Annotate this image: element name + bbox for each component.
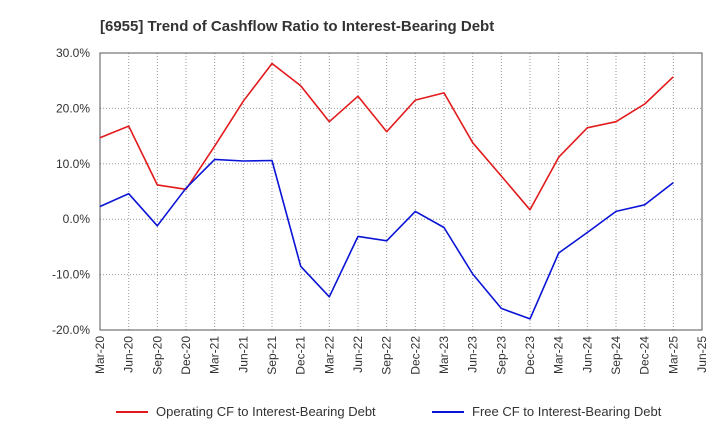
y-tick-label: 0.0% xyxy=(63,212,91,226)
x-tick-label: Mar-24 xyxy=(552,336,566,374)
x-tick-label: Mar-20 xyxy=(93,336,107,374)
y-tick-label: 30.0% xyxy=(56,46,90,60)
x-tick-label: Mar-25 xyxy=(666,336,680,374)
x-tick-label: Jun-22 xyxy=(351,336,365,373)
chart-title: [6955] Trend of Cashflow Ratio to Intere… xyxy=(100,18,494,35)
x-tick-label: Dec-20 xyxy=(179,336,193,375)
x-axis: Mar-20 Jun-20 Sep-20 Dec-20 Mar-21 Jun-21 Sep-… xyxy=(93,336,709,375)
x-tick-label: Sep-21 xyxy=(265,336,279,375)
x-tick-label: Mar-22 xyxy=(322,336,336,374)
legend-label: Operating CF to Interest-Bearing Debt xyxy=(156,404,376,419)
y-tick-label: -10.0% xyxy=(52,268,90,282)
series-line-free-cf xyxy=(99,158,674,320)
x-tick-label: Dec-24 xyxy=(638,336,652,375)
y-tick-label: -20.0% xyxy=(52,323,90,337)
x-tick-label: Dec-23 xyxy=(523,336,537,375)
x-tick-label: Jun-20 xyxy=(122,336,136,373)
plot-frame xyxy=(99,52,703,331)
x-tick-label: Sep-23 xyxy=(494,336,508,375)
x-tick-label: Dec-21 xyxy=(294,336,308,375)
y-axis: -20.0% -10.0% 0.0% 10.0% 20.0% 30.0% xyxy=(52,46,90,337)
x-tick-label: Mar-21 xyxy=(208,336,222,374)
x-tick-label: Sep-20 xyxy=(150,336,164,375)
y-tick-label: 20.0% xyxy=(56,101,90,115)
x-tick-label: Dec-22 xyxy=(408,336,422,375)
legend-label: Free CF to Interest-Bearing Debt xyxy=(472,404,662,419)
plot-grid xyxy=(99,52,703,331)
legend: Operating CF to Interest-Bearing Debt Fre… xyxy=(116,404,662,419)
x-tick-label: Mar-23 xyxy=(437,336,451,374)
series-line-operating-cf xyxy=(99,62,674,211)
x-tick-label: Jun-24 xyxy=(580,336,594,373)
x-tick-label: Jun-21 xyxy=(236,336,250,373)
x-tick-label: Jun-23 xyxy=(466,336,480,373)
x-tick-label: Jun-25 xyxy=(695,336,709,373)
series-lines xyxy=(99,62,674,320)
x-tick-label: Sep-24 xyxy=(609,336,623,375)
y-tick-label: 10.0% xyxy=(56,157,90,171)
x-tick-label: Sep-22 xyxy=(380,336,394,375)
